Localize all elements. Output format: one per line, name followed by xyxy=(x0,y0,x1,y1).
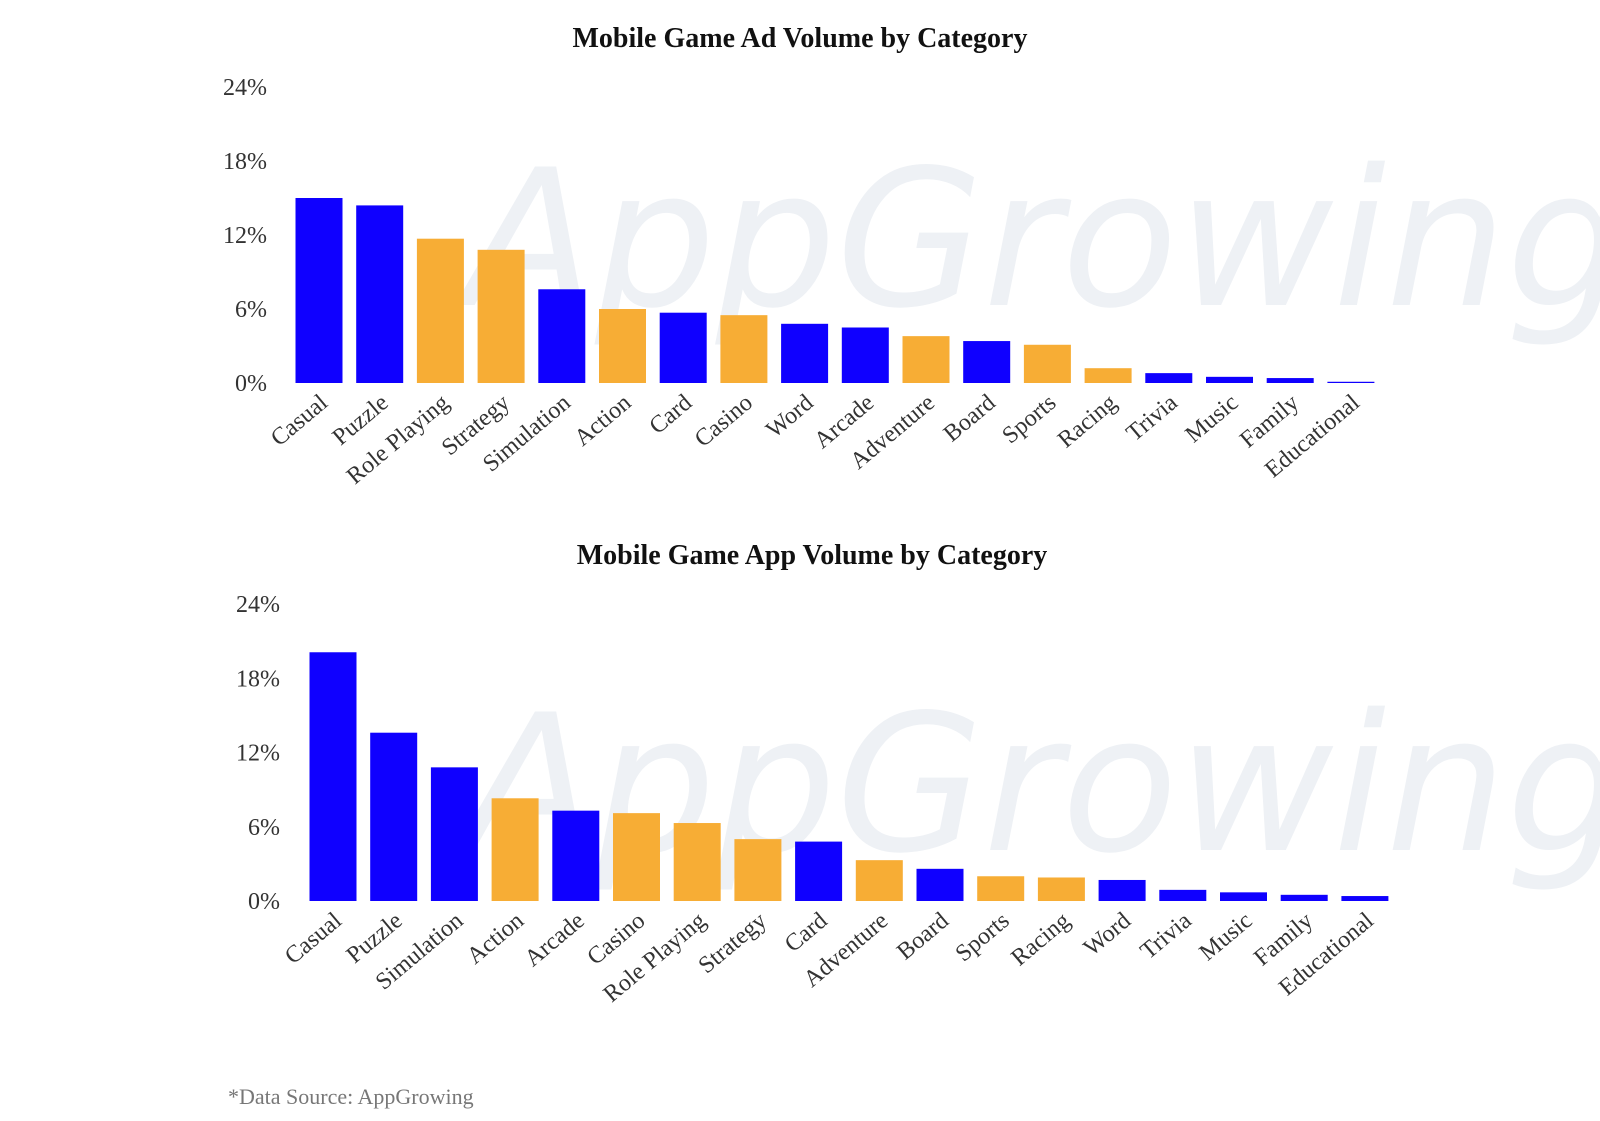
bar-sports xyxy=(977,876,1025,901)
bar-word xyxy=(1098,879,1146,901)
ad-chart-title: Mobile Game Ad Volume by Category xyxy=(573,23,1028,54)
x-tick-label: Music xyxy=(1195,908,1258,966)
ad-volume-chart: AppGrowing Mobile Game Ad Volume by Cate… xyxy=(223,23,1600,490)
app-bars xyxy=(309,652,1389,901)
data-source-note: *Data Source: AppGrowing xyxy=(228,1084,474,1109)
x-tick-label: Board xyxy=(939,390,1001,448)
bar-arcade xyxy=(552,810,600,901)
bar-arcade xyxy=(841,327,889,383)
bar-role-playing xyxy=(673,823,721,901)
bar-trivia xyxy=(1159,889,1207,901)
bar-casual xyxy=(309,652,357,901)
bar-adventure xyxy=(902,336,950,383)
ad-bars xyxy=(295,198,1375,383)
bar-board xyxy=(963,341,1011,383)
app-x-axis: CasualPuzzleSimulationActionArcadeCasino… xyxy=(280,907,1379,1007)
ad-y-axis: 0% 6% 12% 18% 24% xyxy=(223,75,267,397)
bar-casino xyxy=(720,315,768,383)
bar-strategy xyxy=(477,249,525,383)
x-tick-label: Action xyxy=(570,390,637,452)
y-tick-label: 0% xyxy=(235,371,267,397)
app-chart-title: Mobile Game App Volume by Category xyxy=(577,540,1048,571)
x-tick-label: Sports xyxy=(998,390,1062,449)
y-tick-label: 0% xyxy=(248,889,280,915)
x-tick-label: Casual xyxy=(280,907,347,969)
bar-educational xyxy=(1327,381,1375,383)
bar-family xyxy=(1280,894,1328,901)
y-tick-label: 18% xyxy=(236,666,280,692)
x-tick-label: Casino xyxy=(690,390,758,453)
bar-adventure xyxy=(855,860,903,901)
bar-casual xyxy=(295,198,343,383)
bar-action xyxy=(599,309,646,383)
bar-family xyxy=(1266,378,1314,383)
y-tick-label: 6% xyxy=(235,297,267,323)
bar-casino xyxy=(613,813,660,901)
bar-role-playing xyxy=(416,238,464,383)
bar-card xyxy=(659,312,707,383)
x-tick-label: Word xyxy=(1079,908,1136,962)
bar-educational xyxy=(1341,896,1389,901)
app-volume-chart: AppGrowing Mobile Game App Volume by Cat… xyxy=(236,540,1600,1008)
bar-word xyxy=(781,323,829,383)
bar-strategy xyxy=(734,839,782,901)
bar-card xyxy=(795,841,843,901)
bar-simulation xyxy=(430,767,478,901)
x-tick-label: Casual xyxy=(266,389,333,451)
bar-racing xyxy=(1084,368,1132,383)
bar-puzzle xyxy=(370,732,418,901)
bar-trivia xyxy=(1145,373,1193,383)
x-tick-label: Racing xyxy=(1006,908,1075,972)
bar-puzzle xyxy=(356,205,404,383)
bar-action xyxy=(491,798,539,901)
x-tick-label: Trivia xyxy=(1122,389,1183,446)
app-y-axis: 0% 6% 12% 18% 24% xyxy=(236,592,280,915)
x-tick-label: Sports xyxy=(951,908,1015,967)
x-tick-label: Board xyxy=(892,908,954,966)
x-tick-label: Music xyxy=(1181,390,1244,448)
bar-music xyxy=(1220,892,1267,901)
y-tick-label: 18% xyxy=(223,149,267,175)
y-tick-label: 12% xyxy=(236,741,280,767)
bar-sports xyxy=(1023,344,1071,383)
y-tick-label: 6% xyxy=(248,815,280,841)
bar-racing xyxy=(1037,877,1085,901)
bar-music xyxy=(1206,376,1253,383)
x-tick-label: Action xyxy=(462,908,529,970)
y-tick-label: 24% xyxy=(223,75,267,101)
x-tick-label: Arcade xyxy=(520,908,590,972)
bar-board xyxy=(916,868,964,901)
x-tick-label: Racing xyxy=(1053,390,1122,454)
y-tick-label: 24% xyxy=(236,592,280,618)
y-tick-label: 12% xyxy=(223,223,267,249)
x-tick-label: Trivia xyxy=(1136,907,1197,964)
bar-simulation xyxy=(538,289,586,383)
x-tick-label: Strategy xyxy=(694,908,772,979)
